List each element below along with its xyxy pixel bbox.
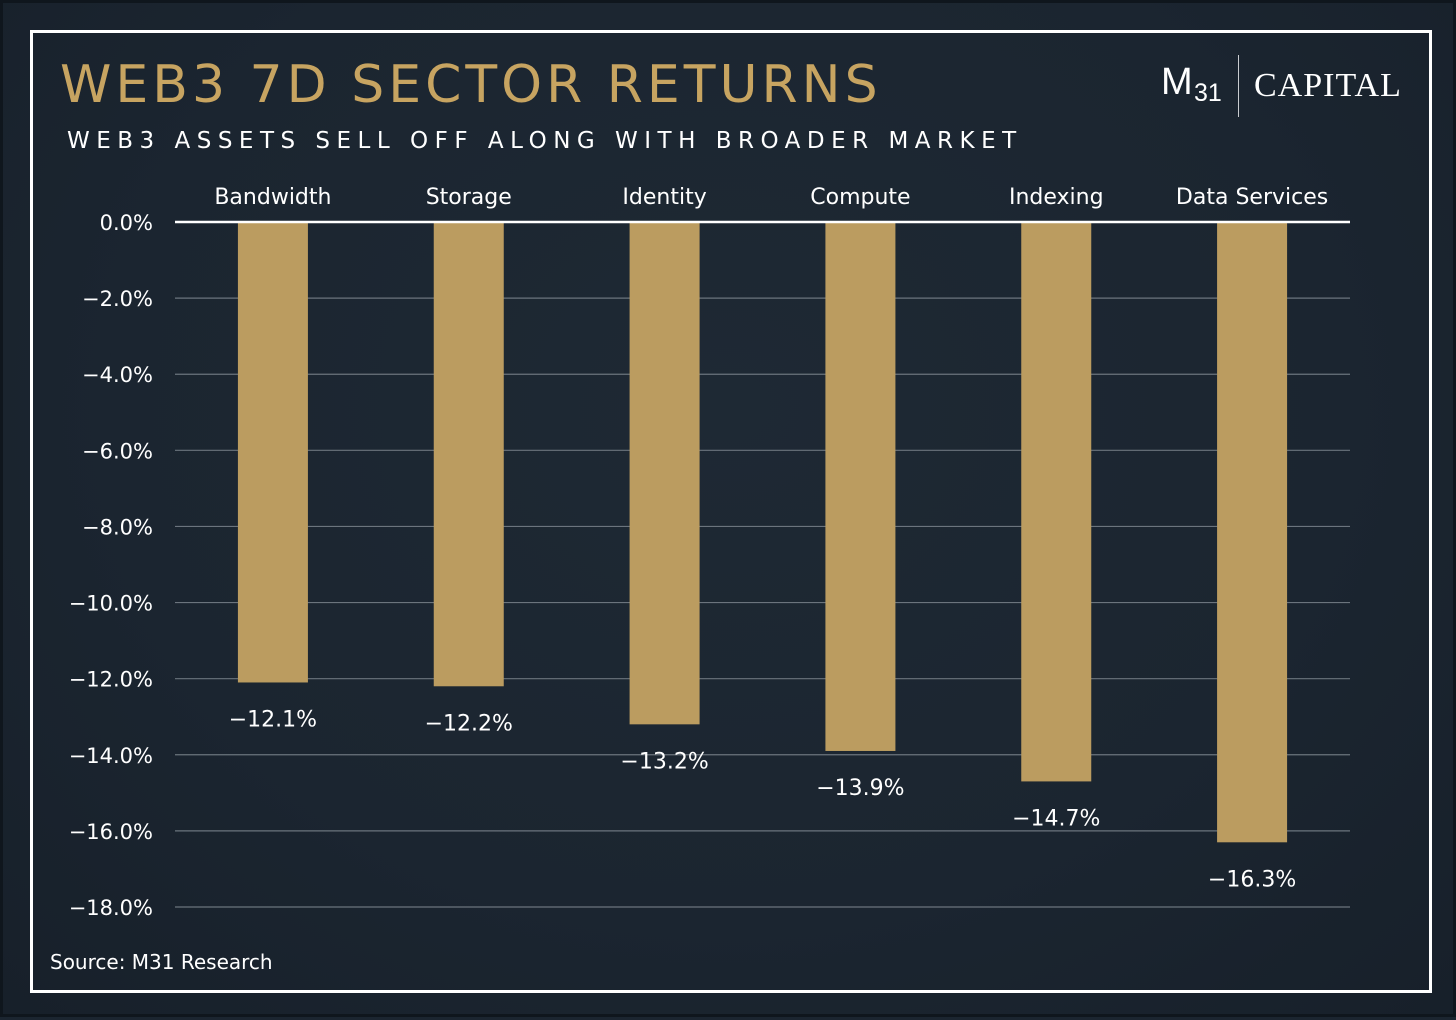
bar-chart: 0.0% −2.0% −4.0% −6.0% −8.0% −10.0% −12.0% −14.… <box>69 185 1350 920</box>
y-tick-label: −12.0% <box>69 668 153 692</box>
y-tick-label: 0.0% <box>100 211 153 235</box>
bar <box>825 222 896 751</box>
data-label: −13.2% <box>620 749 708 774</box>
category-label: Compute <box>810 185 910 210</box>
data-label: −14.7% <box>1012 806 1100 831</box>
category-label: Data Services <box>1176 185 1328 210</box>
bar <box>1021 222 1092 782</box>
data-label: −12.1% <box>229 707 317 732</box>
y-tick-label: −6.0% <box>82 439 153 463</box>
chart-title: WEB3 7D SECTOR RETURNS <box>60 55 882 115</box>
bar <box>1217 222 1288 843</box>
bar <box>237 222 308 683</box>
data-label: −12.2% <box>425 711 513 736</box>
data-label: −13.9% <box>816 776 904 801</box>
y-tick-label: −18.0% <box>69 896 153 920</box>
logo-capital: CAPITAL <box>1254 67 1402 104</box>
y-tick-label: −2.0% <box>82 287 153 311</box>
y-tick-label: −4.0% <box>82 363 153 387</box>
y-tick-label: −10.0% <box>69 592 153 616</box>
y-tick-label: −8.0% <box>82 515 153 539</box>
chart-subtitle: WEB3 ASSETS SELL OFF ALONG WITH BROADER … <box>67 128 1023 154</box>
category-label: Storage <box>426 185 512 210</box>
y-tick-label: −14.0% <box>69 744 153 768</box>
inner-border <box>30 30 1432 993</box>
category-label: Identity <box>622 185 706 210</box>
logo-subscript: 31 <box>1194 79 1222 107</box>
category-label: Indexing <box>1009 185 1104 210</box>
bar <box>433 222 504 687</box>
data-label: −16.3% <box>1208 867 1296 892</box>
bar <box>629 222 700 725</box>
y-tick-label: −16.0% <box>69 820 153 844</box>
category-label: Bandwidth <box>214 185 331 210</box>
source-note: Source: M31 Research <box>50 950 273 974</box>
m31-capital-logo: M 31 CAPITAL <box>1158 55 1401 119</box>
logo-m: M <box>1161 61 1193 103</box>
logo-divider <box>1238 55 1239 117</box>
